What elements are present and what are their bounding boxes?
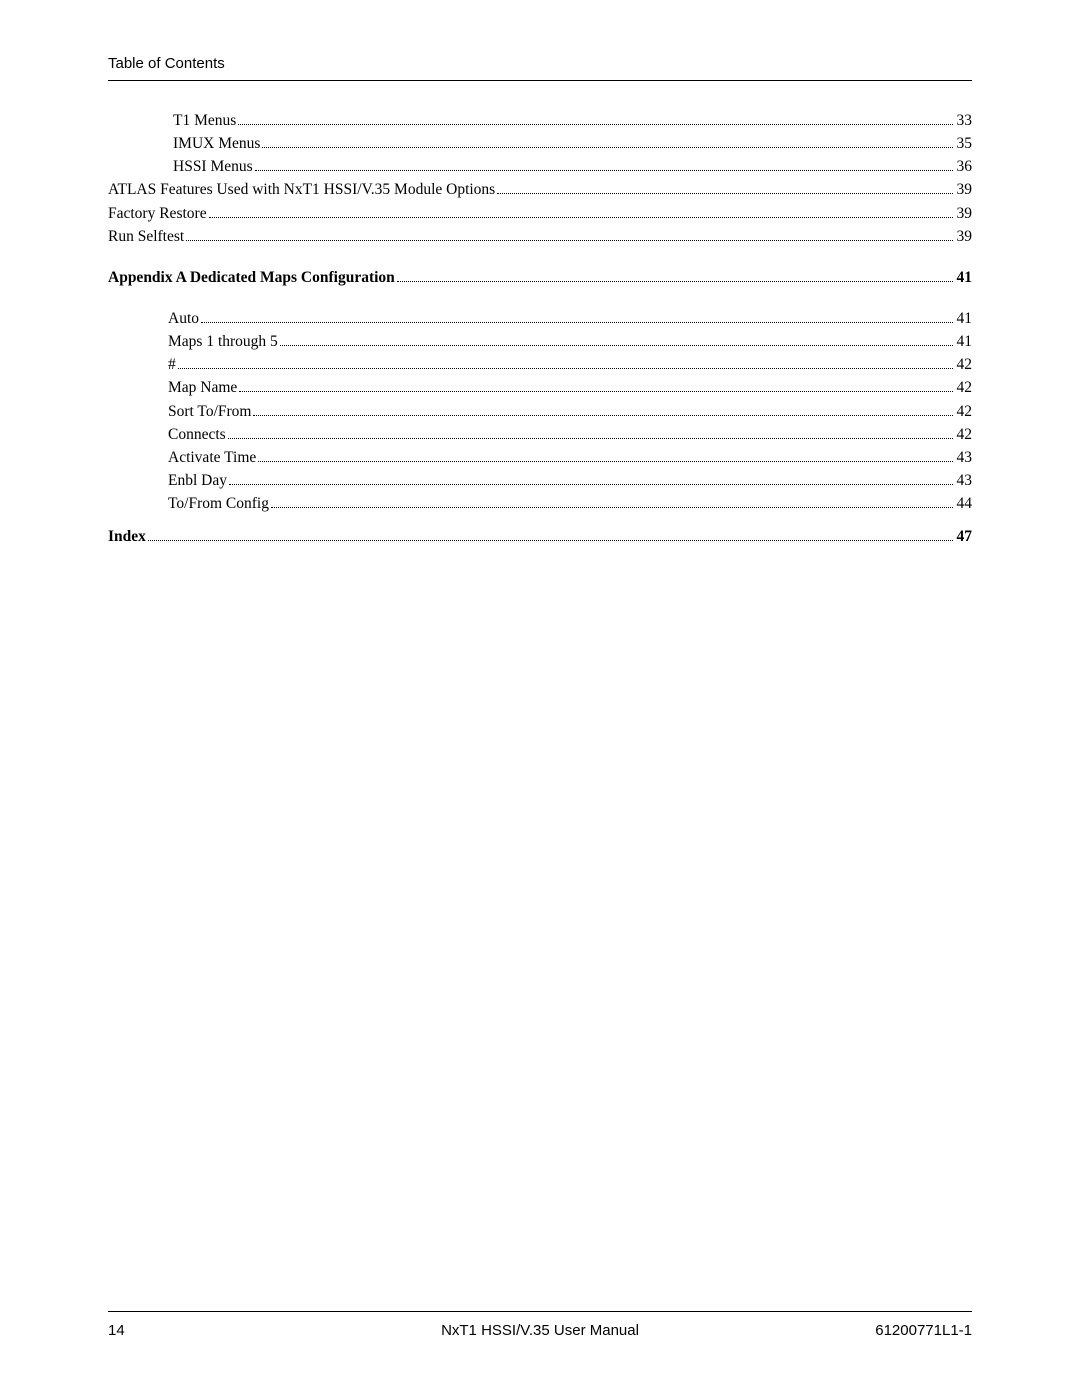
toc-leader bbox=[258, 461, 952, 462]
toc-leader bbox=[497, 193, 952, 194]
toc-page: 35 bbox=[955, 134, 973, 154]
footer-manual-title: NxT1 HSSI/V.35 User Manual bbox=[441, 1322, 639, 1339]
toc-page: 41 bbox=[955, 309, 973, 329]
toc-leader bbox=[255, 170, 953, 171]
toc-leader bbox=[201, 322, 953, 323]
toc-label: Index bbox=[108, 527, 146, 547]
toc-container: T1 Menus 33 IMUX Menus 35 HSSI Menus 36 ATL… bbox=[108, 111, 972, 547]
toc-leader bbox=[271, 507, 953, 508]
toc-page: 47 bbox=[955, 527, 973, 547]
toc-label: Run Selftest bbox=[108, 227, 184, 247]
toc-label: HSSI Menus bbox=[173, 157, 253, 177]
toc-leader bbox=[280, 345, 953, 346]
toc-leader bbox=[178, 368, 953, 369]
toc-entry: Run Selftest 39 bbox=[108, 227, 972, 247]
toc-entry: Connects 42 bbox=[108, 425, 972, 445]
toc-entry: Activate Time 43 bbox=[108, 448, 972, 468]
toc-label: ATLAS Features Used with NxT1 HSSI/V.35 … bbox=[108, 180, 495, 200]
toc-entry: Index 47 bbox=[108, 527, 972, 547]
toc-page: 41 bbox=[955, 332, 973, 352]
toc-label: IMUX Menus bbox=[173, 134, 260, 154]
spacer bbox=[108, 250, 972, 268]
toc-label: Connects bbox=[168, 425, 226, 445]
toc-entry: # 42 bbox=[108, 355, 972, 375]
toc-leader bbox=[262, 147, 952, 148]
toc-entry: Auto 41 bbox=[108, 309, 972, 329]
toc-leader bbox=[186, 240, 952, 241]
page-header: Table of Contents bbox=[108, 55, 972, 81]
toc-label: Factory Restore bbox=[108, 204, 207, 224]
footer-page-number: 14 bbox=[108, 1322, 125, 1339]
toc-leader bbox=[229, 484, 953, 485]
toc-entry: HSSI Menus 36 bbox=[108, 157, 972, 177]
toc-page: 42 bbox=[955, 402, 973, 422]
spacer bbox=[108, 517, 972, 527]
toc-label: Sort To/From bbox=[168, 402, 251, 422]
toc-leader bbox=[397, 281, 953, 282]
toc-label: Maps 1 through 5 bbox=[168, 332, 278, 352]
toc-page: 44 bbox=[955, 494, 973, 514]
footer-doc-id: 61200771L1-1 bbox=[875, 1322, 972, 1339]
toc-page: 43 bbox=[955, 448, 973, 468]
toc-entry: Factory Restore 39 bbox=[108, 204, 972, 224]
toc-entry: ATLAS Features Used with NxT1 HSSI/V.35 … bbox=[108, 180, 972, 200]
toc-entry: Enbl Day 43 bbox=[108, 471, 972, 491]
toc-label: To/From Config bbox=[168, 494, 269, 514]
toc-entry: To/From Config 44 bbox=[108, 494, 972, 514]
page-footer: 14 NxT1 HSSI/V.35 User Manual 61200771L1… bbox=[108, 1311, 972, 1339]
toc-page: 36 bbox=[955, 157, 973, 177]
toc-entry: Appendix A Dedicated Maps Configuration … bbox=[108, 268, 972, 288]
toc-page: 43 bbox=[955, 471, 973, 491]
toc-page: 42 bbox=[955, 378, 973, 398]
toc-leader bbox=[253, 415, 952, 416]
toc-leader bbox=[238, 124, 952, 125]
toc-entry: Sort To/From 42 bbox=[108, 402, 972, 422]
toc-label: Auto bbox=[168, 309, 199, 329]
toc-page: 39 bbox=[955, 227, 973, 247]
toc-leader bbox=[228, 438, 953, 439]
toc-page: 39 bbox=[955, 180, 973, 200]
toc-entry: IMUX Menus 35 bbox=[108, 134, 972, 154]
header-title: Table of Contents bbox=[108, 55, 225, 72]
toc-page: 39 bbox=[955, 204, 973, 224]
toc-page: 42 bbox=[955, 425, 973, 445]
toc-label: # bbox=[168, 355, 176, 375]
toc-label: Map Name bbox=[168, 378, 237, 398]
toc-leader bbox=[209, 217, 953, 218]
toc-leader bbox=[148, 540, 953, 541]
toc-entry: T1 Menus 33 bbox=[108, 111, 972, 131]
toc-entry: Map Name 42 bbox=[108, 378, 972, 398]
toc-leader bbox=[239, 391, 952, 392]
toc-label: Activate Time bbox=[168, 448, 256, 468]
toc-entry: Maps 1 through 5 41 bbox=[108, 332, 972, 352]
toc-label: T1 Menus bbox=[173, 111, 236, 131]
spacer bbox=[108, 291, 972, 309]
toc-page: 33 bbox=[955, 111, 973, 131]
toc-page: 41 bbox=[955, 268, 973, 288]
toc-label: Enbl Day bbox=[168, 471, 227, 491]
toc-page: 42 bbox=[955, 355, 973, 375]
toc-label: Appendix A Dedicated Maps Configuration bbox=[108, 268, 395, 288]
